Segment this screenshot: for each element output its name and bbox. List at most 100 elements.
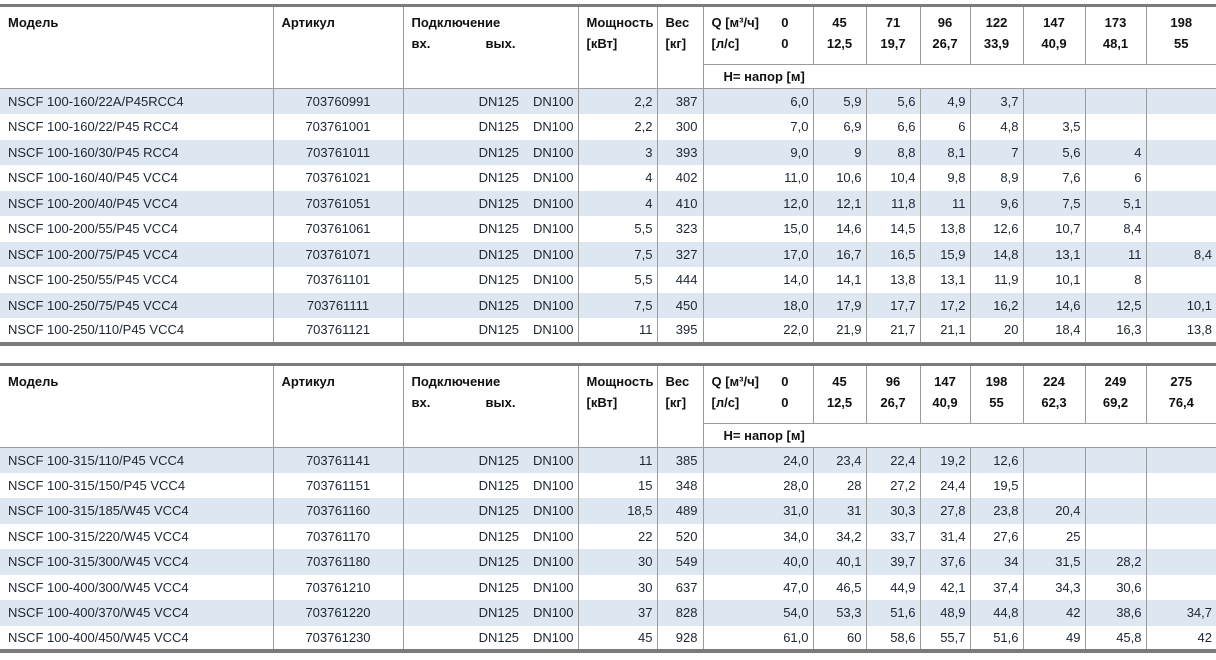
connection-cell: DN125 DN100: [402, 88, 578, 114]
article-cell: 703761180: [272, 549, 403, 575]
q-value-m3h: 45: [832, 373, 847, 389]
weight-column-header: Вес [кг]: [656, 364, 703, 448]
head-value-cell: 31,5: [1022, 549, 1085, 575]
head-value-cell: [1145, 190, 1216, 216]
weight-cell: 348: [656, 472, 703, 498]
head-value-cell: 42,1: [919, 574, 970, 600]
head-value-cell: 17,2: [919, 292, 970, 318]
connection-cell: DN125 DN100: [402, 625, 578, 651]
table-1-body: NSCF 100-160/22A/P45RCC4 703760991 DN125…: [0, 88, 1216, 344]
q-zero-column-header: Q [м³/ч] 0 [л/с] 0: [702, 364, 813, 424]
head-value-cell: 10,6: [812, 165, 866, 191]
table-row: NSCF 100-160/22A/P45RCC4 703760991 DN125…: [0, 88, 1216, 114]
weight-cell: 327: [656, 241, 703, 267]
dn-outlet-value: DN100: [533, 629, 574, 645]
dn-outlet-value: DN100: [533, 579, 574, 595]
power-cell: 5,5: [577, 267, 657, 293]
model-cell: NSCF 100-315/110/P45 VCC4: [8, 452, 185, 468]
weight-column-header: Вес [кг]: [656, 5, 703, 89]
head-value-cell: 14,5: [865, 216, 920, 242]
head-value-cell: 9,0: [702, 139, 813, 165]
q-value-m3h: 224: [1043, 373, 1065, 389]
head-value-cell: 18,0: [702, 292, 813, 318]
table-row: NSCF 100-315/185/W45 VCC4 703761160 DN12…: [0, 498, 1216, 524]
q-column-header: 71 19,7: [865, 5, 920, 65]
head-value-cell: 48,9: [919, 600, 970, 626]
connection-cell: DN125 DN100: [402, 472, 578, 498]
weight-unit-label: [кг]: [665, 394, 687, 410]
weight-cell: 387: [656, 88, 703, 114]
weight-cell: 385: [656, 447, 703, 473]
head-value-cell: 19,5: [969, 472, 1023, 498]
table-row: NSCF 100-160/40/P45 VCC4 703761021 DN125…: [0, 165, 1216, 191]
connection-cell: DN125 DN100: [402, 600, 578, 626]
table-2-header: Модель Артикул Подключение вх. вых. Мощн…: [0, 364, 1216, 448]
article-column-header: Артикул: [272, 364, 403, 448]
head-value-cell: 21,9: [812, 318, 866, 344]
head-value-cell: 21,7: [865, 318, 920, 344]
power-cell: 5,5: [577, 216, 657, 242]
weight-cell: 828: [656, 600, 703, 626]
head-value-cell: 61,0: [702, 625, 813, 651]
head-value-cell: 8,4: [1145, 241, 1216, 267]
article-cell: 703760991: [272, 88, 403, 114]
model-column-header: Модель: [0, 364, 273, 448]
article-cell: 703761101: [272, 267, 403, 293]
head-value-cell: 39,7: [865, 549, 920, 575]
head-value-cell: 22,4: [865, 447, 920, 473]
head-value-cell: 27,6: [969, 523, 1023, 549]
dn-inlet-value: DN125: [478, 195, 520, 211]
connection-cell: DN125 DN100: [402, 190, 578, 216]
article-cell: 703761001: [272, 114, 403, 140]
weight-cell: 444: [656, 267, 703, 293]
weight-cell: 637: [656, 574, 703, 600]
head-value-cell: 31,0: [702, 498, 813, 524]
power-cell: 11: [577, 318, 657, 344]
q-zero-value: 0: [781, 15, 789, 30]
power-cell: 37: [577, 600, 657, 626]
dn-inlet-value: DN125: [478, 629, 520, 645]
model-cell: NSCF 100-160/30/P45 RCC4: [8, 144, 179, 160]
head-value-cell: [1084, 88, 1146, 114]
head-value-cell: 11: [1084, 241, 1146, 267]
head-value-cell: 10,1: [1145, 292, 1216, 318]
table-row: NSCF 100-315/300/W45 VCC4 703761180 DN12…: [0, 549, 1216, 575]
power-cell: 2,2: [577, 88, 657, 114]
article-cell: 703761051: [272, 190, 403, 216]
head-value-cell: [1084, 498, 1146, 524]
head-value-cell: 10,7: [1022, 216, 1085, 242]
model-cell: NSCF 100-315/300/W45 VCC4: [8, 554, 189, 570]
model-cell: NSCF 100-160/40/P45 VCC4: [8, 170, 178, 186]
dn-inlet-value: DN125: [478, 528, 520, 544]
head-value-cell: [1145, 498, 1216, 524]
table-2-body: NSCF 100-315/110/P45 VCC4 703761141 DN12…: [0, 447, 1216, 651]
dn-outlet-value: DN100: [533, 119, 574, 135]
q-value-ls: 69,2: [1102, 394, 1129, 410]
head-value-cell: [1022, 88, 1085, 114]
weight-label: Вес: [665, 373, 690, 389]
article-cell: 703761071: [272, 241, 403, 267]
head-value-cell: 23,8: [969, 498, 1023, 524]
power-label: Мощность: [586, 15, 654, 30]
head-value-cell: [1145, 88, 1216, 114]
article-cell: 703761141: [272, 447, 403, 473]
power-cell: 18,5: [577, 498, 657, 524]
head-value-cell: 15,9: [919, 241, 970, 267]
power-cell: 30: [577, 549, 657, 575]
q-column-header: 96 26,7: [919, 5, 970, 65]
power-cell: 7,5: [577, 241, 657, 267]
head-value-cell: 17,0: [702, 241, 813, 267]
dn-inlet-value: DN125: [478, 221, 520, 237]
head-value-cell: 27,2: [865, 472, 920, 498]
head-value-cell: 18,4: [1022, 318, 1085, 344]
article-cell: 703761061: [272, 216, 403, 242]
table-row: NSCF 100-400/450/W45 VCC4 703761230 DN12…: [0, 625, 1216, 651]
dn-outlet-value: DN100: [533, 94, 574, 109]
model-cell: NSCF 100-200/75/P45 VCC4: [8, 246, 178, 262]
weight-cell: 393: [656, 139, 703, 165]
q-column-header: 173 48,1: [1084, 5, 1146, 65]
q-value-ls: 55: [1174, 36, 1189, 51]
power-unit-label: [кВт]: [586, 36, 618, 51]
head-value-cell: 37,6: [919, 549, 970, 575]
head-value-cell: 44,8: [969, 600, 1023, 626]
